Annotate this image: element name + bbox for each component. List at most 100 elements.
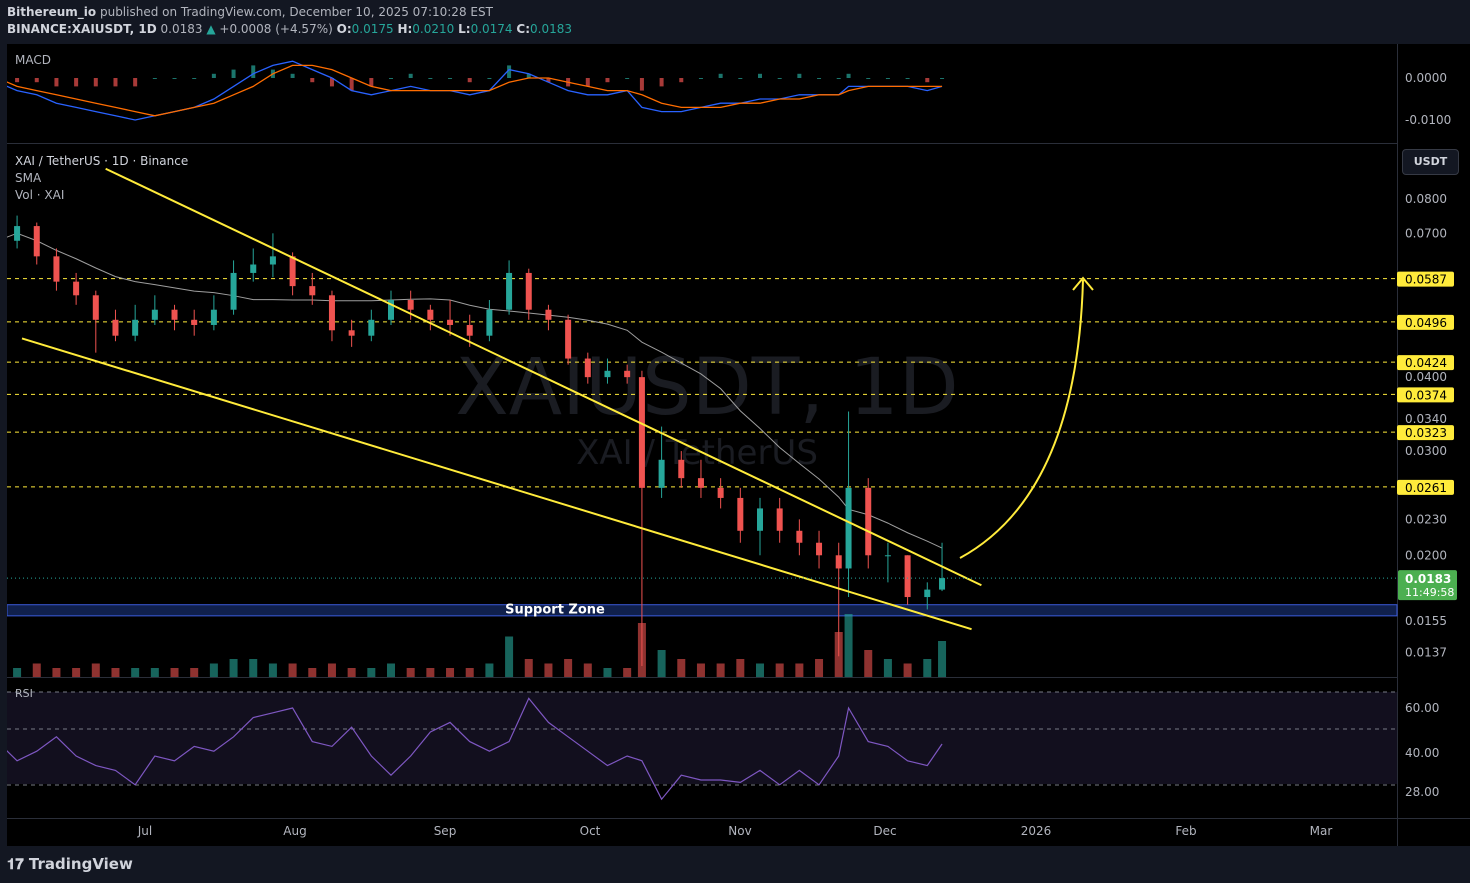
candle-body bbox=[658, 459, 665, 488]
volume-bar bbox=[32, 663, 41, 677]
level-tag-text: 0.0261 bbox=[1405, 481, 1447, 495]
volume-bar bbox=[465, 668, 474, 677]
macd-histogram-bar bbox=[546, 78, 551, 83]
macd-histogram-bar bbox=[625, 78, 630, 79]
candle-body bbox=[584, 358, 591, 378]
volume-bar bbox=[923, 659, 932, 677]
candle-body bbox=[757, 508, 763, 531]
trendline bbox=[105, 167, 982, 587]
tradingview-logo: 𝟏𝟕 TradingView bbox=[7, 855, 133, 873]
volume-bar bbox=[209, 663, 218, 677]
volume-bar bbox=[696, 663, 705, 677]
macd-histogram-bar bbox=[925, 78, 930, 83]
time-tick: Jul bbox=[137, 824, 152, 838]
volume-bar bbox=[170, 668, 179, 677]
volume-bar bbox=[13, 668, 22, 677]
up-arrow-icon: ▲ bbox=[206, 22, 216, 36]
macd-histogram-bar bbox=[817, 78, 822, 79]
level-tag-text: 0.0374 bbox=[1405, 388, 1447, 402]
change: +0.0008 (+4.57%) bbox=[219, 22, 333, 36]
macd-histogram-bar bbox=[507, 65, 512, 78]
volume-bar bbox=[268, 663, 277, 677]
candle-body bbox=[171, 309, 178, 320]
macd-histogram-bar bbox=[133, 78, 138, 87]
volume-bar bbox=[190, 668, 199, 677]
candle-body bbox=[737, 497, 744, 531]
last-price: 0.0183 bbox=[160, 22, 203, 36]
volume-bar bbox=[736, 659, 745, 677]
chart-area[interactable]: XAIUSDT, 1D XAI / TetherUS Support Zone 0.0… bbox=[7, 44, 1470, 846]
candle-body bbox=[904, 555, 911, 598]
candle-body bbox=[210, 309, 217, 325]
candle-body bbox=[191, 319, 198, 325]
macd-tick: 0.0000 bbox=[1405, 71, 1447, 85]
publish-date: published on TradingView.com, December 1… bbox=[99, 5, 493, 19]
price-tick: 0.0340 bbox=[1405, 412, 1447, 426]
candle-body bbox=[486, 309, 493, 336]
volume-bar bbox=[716, 663, 725, 677]
macd-histogram-bar bbox=[866, 78, 871, 79]
macd-histogram-bar bbox=[605, 78, 610, 83]
publish-info: Bithereum_io published on TradingView.co… bbox=[7, 5, 493, 19]
level-tag-text: 0.0323 bbox=[1405, 426, 1447, 440]
time-tick: Sep bbox=[434, 824, 457, 838]
pair-legend: XAI / TetherUS · 1D · Binance bbox=[15, 154, 189, 168]
time-tick: Feb bbox=[1175, 824, 1196, 838]
rsi-tick: 28.00 bbox=[1405, 785, 1439, 799]
sma-legend: SMA bbox=[15, 171, 42, 185]
volume-bar bbox=[367, 668, 376, 677]
volume-bar bbox=[795, 663, 804, 677]
time-tick: Oct bbox=[580, 824, 601, 838]
h-label: H: bbox=[397, 22, 413, 36]
macd-histogram-bar bbox=[34, 78, 39, 83]
macd-histogram-bar bbox=[905, 78, 910, 79]
c-label: C: bbox=[516, 22, 531, 36]
price-tick: 0.0200 bbox=[1405, 548, 1447, 562]
symbol: BINANCE:XAIUSDT, 1D bbox=[7, 22, 157, 36]
macd-histogram-bar bbox=[172, 78, 177, 79]
level-tag bbox=[1397, 355, 1454, 371]
macd-histogram-bar bbox=[310, 78, 315, 83]
macd-histogram-bar bbox=[349, 78, 354, 91]
macd-histogram-bar bbox=[54, 78, 59, 87]
macd-histogram-bar bbox=[152, 78, 157, 79]
time-tick: 2026 bbox=[1021, 824, 1052, 838]
candle-body bbox=[132, 319, 139, 336]
volume-bar bbox=[91, 663, 100, 677]
candle-body bbox=[466, 324, 473, 336]
price-tick: 0.0137 bbox=[1405, 646, 1447, 660]
high: 0.0210 bbox=[412, 22, 455, 36]
macd-tick: -0.0100 bbox=[1405, 113, 1451, 127]
volume-bar bbox=[446, 668, 455, 677]
macd-histogram-bar bbox=[659, 78, 664, 87]
macd-histogram-bar bbox=[211, 73, 216, 78]
open: 0.0175 bbox=[351, 22, 394, 36]
brand: TradingView bbox=[28, 855, 133, 873]
volume-bar bbox=[505, 636, 514, 677]
candle-body bbox=[309, 286, 316, 296]
currency-button[interactable]: USDT bbox=[1402, 149, 1459, 175]
macd-histogram-bar bbox=[777, 78, 782, 79]
macd-histogram-bar bbox=[836, 78, 841, 79]
volume-bar bbox=[347, 668, 356, 677]
candle-body bbox=[230, 272, 237, 310]
trendline bbox=[21, 337, 972, 631]
volume-bar bbox=[524, 659, 533, 677]
close: 0.0183 bbox=[530, 22, 573, 36]
volume-bar bbox=[111, 668, 120, 677]
candle-body bbox=[388, 300, 394, 320]
volume-bar bbox=[815, 659, 824, 677]
volume-bar bbox=[938, 641, 947, 677]
macd-histogram-bar bbox=[389, 78, 393, 79]
watermark-sub: XAI / TetherUS bbox=[576, 433, 818, 473]
macd-histogram-bar bbox=[526, 73, 531, 78]
last-price-text: 0.0183 bbox=[1405, 572, 1451, 586]
volume-bar bbox=[327, 663, 336, 677]
candle-body bbox=[816, 542, 823, 556]
macd-histogram-bar bbox=[448, 78, 453, 79]
macd-histogram-bar bbox=[585, 78, 590, 87]
candle-body bbox=[53, 256, 60, 282]
level-tag-text: 0.0496 bbox=[1405, 316, 1447, 330]
last-price-tag bbox=[1398, 570, 1457, 601]
